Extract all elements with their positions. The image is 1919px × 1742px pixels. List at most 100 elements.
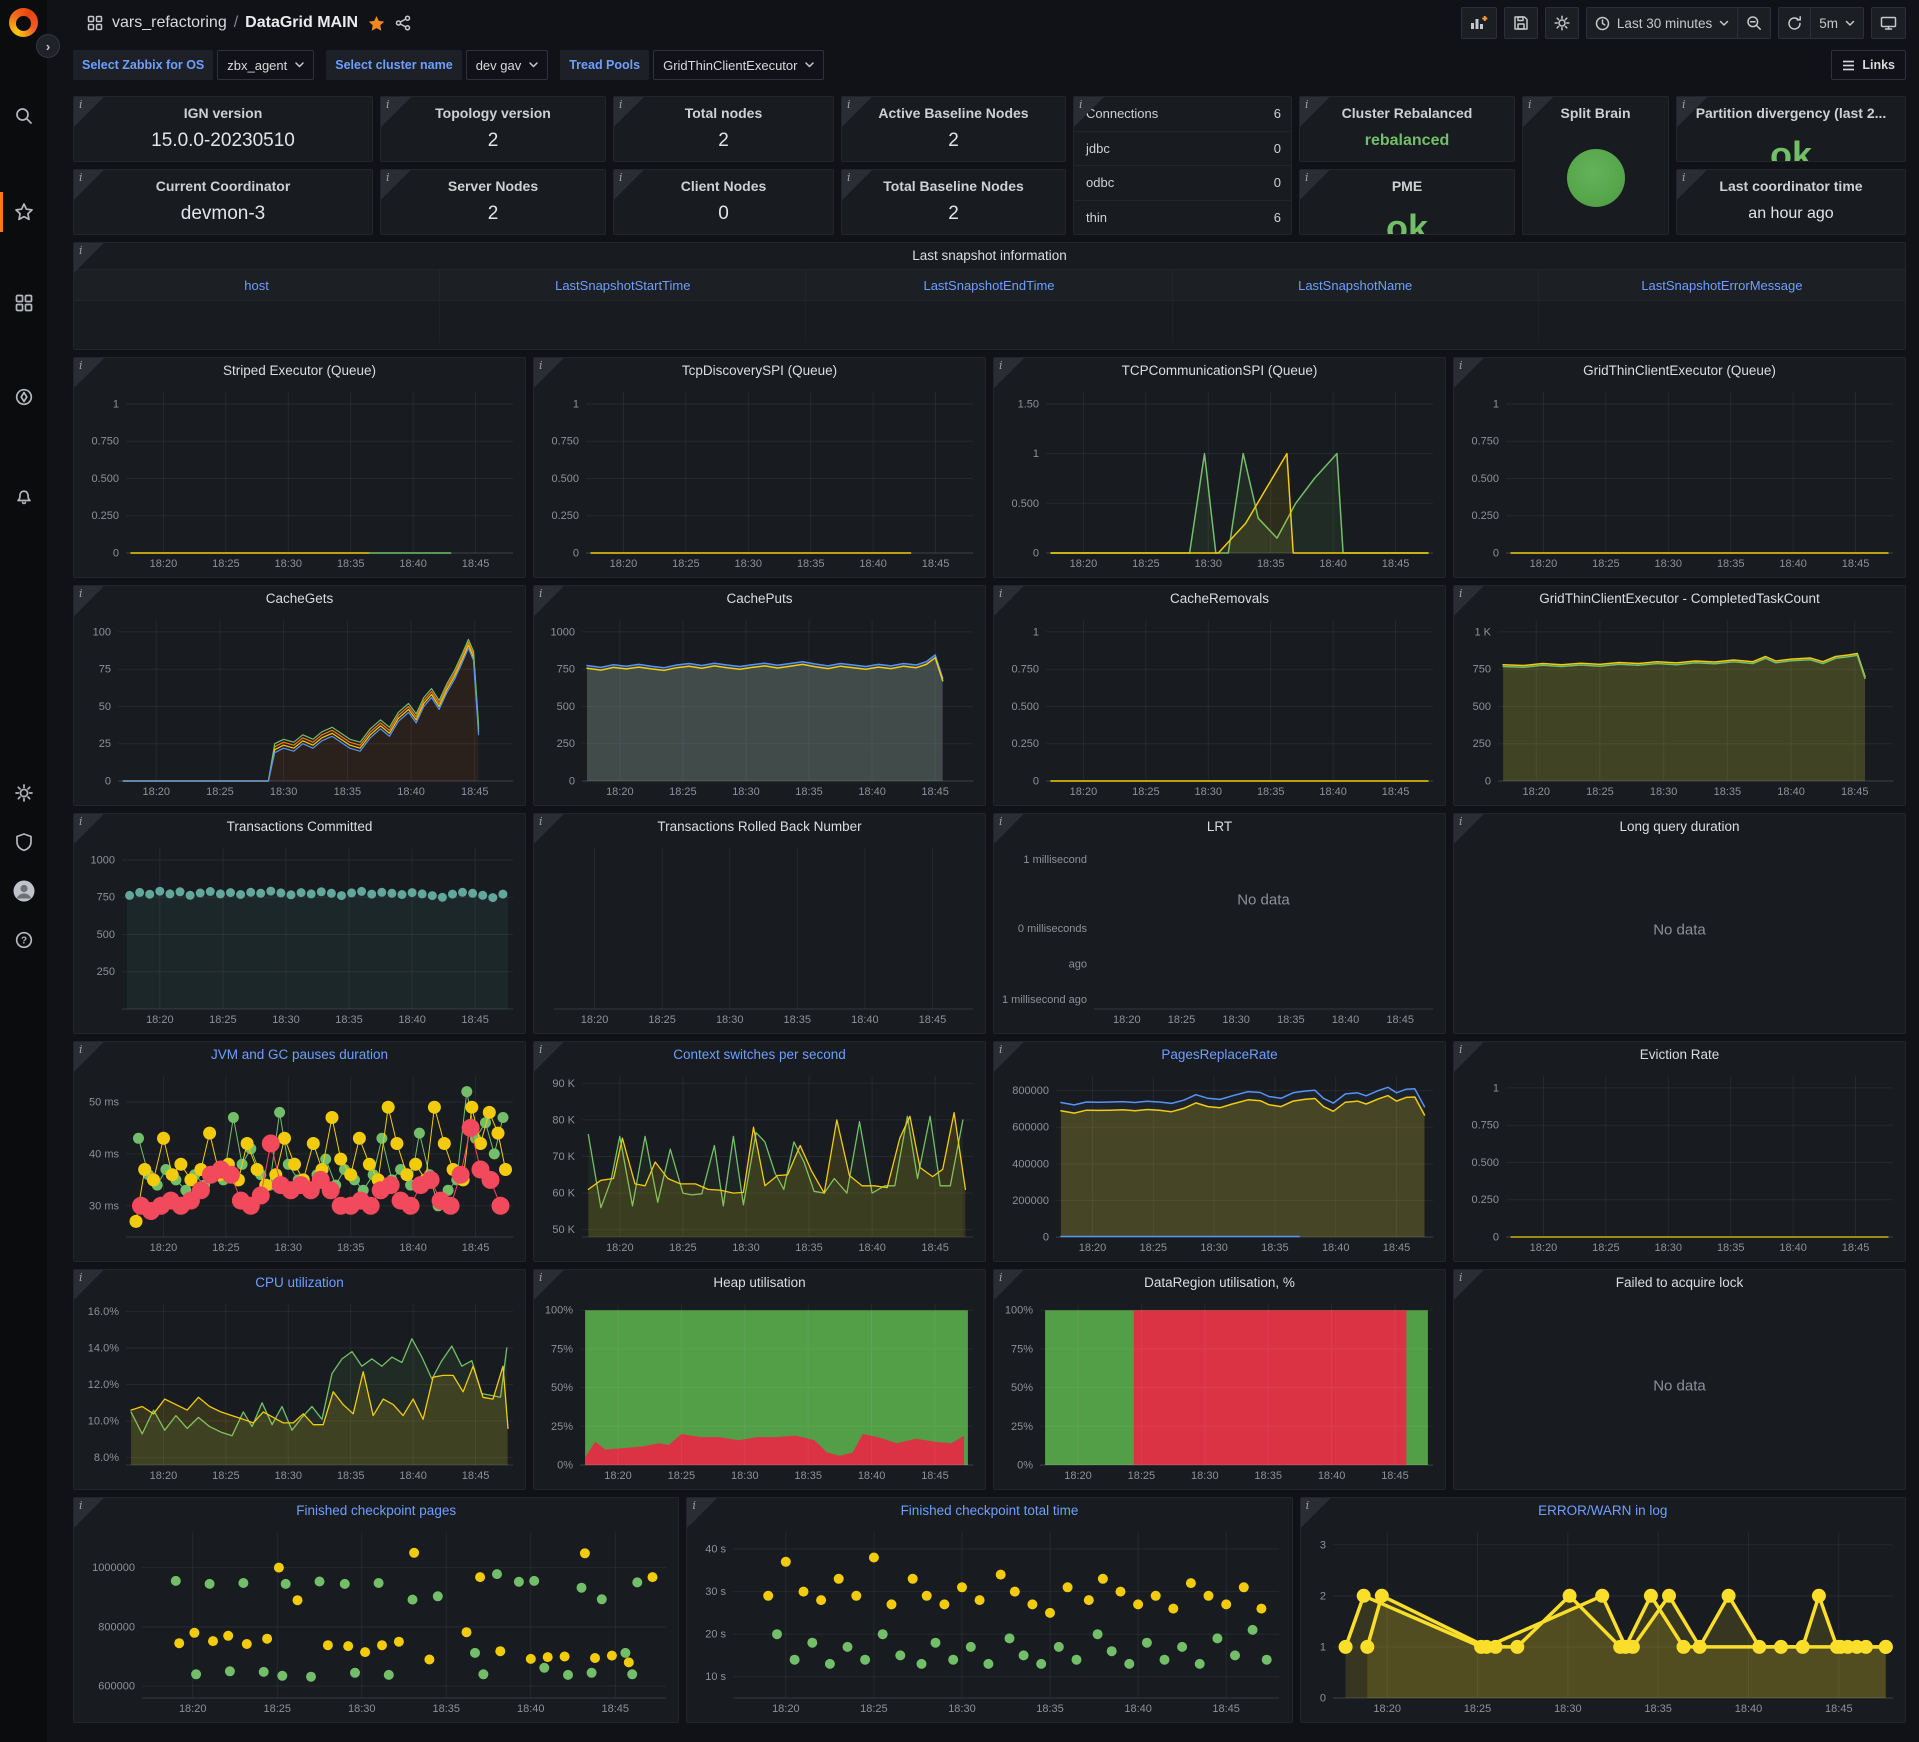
panel-title-pages-replace[interactable]: PagesReplaceRate: [1161, 1047, 1278, 1062]
panel-info-icon[interactable]: i: [1523, 97, 1553, 127]
panel-title-dataregion[interactable]: DataRegion utilisation, %: [1144, 1275, 1295, 1290]
panel-title-tx-committed[interactable]: Transactions Committed: [226, 819, 373, 834]
column-header[interactable]: LastSnapshotEndTime: [806, 270, 1173, 300]
panel-title-tcp-discovery[interactable]: TcpDiscoverySPI (Queue): [681, 363, 838, 378]
chart-cpu[interactable]: 16.0% 14.0% 12.0% 10.0% 8.0% 18:20 18:25 18:30 1…: [78, 1296, 519, 1485]
panel-info-icon[interactable]: i: [1300, 97, 1330, 127]
panel-info-icon[interactable]: i: [614, 97, 644, 127]
help-icon[interactable]: ?: [0, 920, 47, 960]
star-favorite-icon[interactable]: [368, 15, 385, 32]
panel-title-long-query[interactable]: Long query duration: [1619, 819, 1740, 834]
panel-title-eviction[interactable]: Eviction Rate: [1639, 1047, 1720, 1062]
expand-sidebar-button[interactable]: ›: [36, 34, 60, 58]
panel-title-heap[interactable]: Heap utilisation: [713, 1275, 806, 1290]
alerting-icon[interactable]: [0, 477, 47, 517]
panel-info-icon[interactable]: i: [74, 1270, 104, 1300]
chart-tx-committed[interactable]: 1000 750 500 250 18:20 18:25 18:30 18:35 18:40 18…: [78, 840, 519, 1029]
panel-title[interactable]: Last snapshot information: [912, 248, 1067, 263]
panel-title-lrt[interactable]: LRT: [1206, 819, 1233, 834]
panel-info-icon[interactable]: i: [994, 586, 1024, 616]
zoom-out-button[interactable]: [1738, 7, 1772, 39]
chart-pages-replace[interactable]: 800000 600000 400000 200000 0 18:20 18:25 18:30…: [998, 1068, 1439, 1257]
variable-value-dropdown[interactable]: zbx_agent: [217, 50, 315, 80]
avatar[interactable]: [0, 871, 47, 911]
panel-info-icon[interactable]: i: [842, 170, 872, 200]
panel-info-icon[interactable]: i: [994, 1270, 1024, 1300]
panel-title-gridthin-completed[interactable]: GridThinClientExecutor - CompletedTaskCo…: [1539, 591, 1820, 606]
panel-title-cache-puts[interactable]: CachePuts: [726, 591, 793, 606]
chart-gridthin-completed[interactable]: 1 K 750 500 250 0 18:20 18:25 18:30 18:35 18:40 18…: [1458, 612, 1899, 801]
panel-info-icon[interactable]: i: [74, 814, 104, 844]
panel-info-icon[interactable]: i: [381, 170, 411, 200]
panel-info-icon[interactable]: i: [534, 814, 564, 844]
panel-info-icon[interactable]: i: [1454, 814, 1484, 844]
breadcrumb-parent[interactable]: vars_refactoring: [112, 14, 227, 31]
dashboards-icon[interactable]: [0, 283, 47, 323]
panel-title-cp-time[interactable]: Finished checkpoint total time: [900, 1503, 1079, 1518]
panel-info-icon[interactable]: i: [534, 1270, 564, 1300]
dashboard-settings-button[interactable]: [1544, 7, 1579, 39]
chart-cp-pages[interactable]: 1000000 800000 600000 18:20 18:25 18:30 18:35 1…: [78, 1524, 672, 1718]
gear-icon[interactable]: [0, 773, 47, 813]
column-header[interactable]: LastSnapshotErrorMessage: [1641, 277, 1803, 293]
panel-info-icon[interactable]: i: [1454, 358, 1484, 388]
panel-info-icon[interactable]: i: [1677, 97, 1707, 127]
panel-info-icon[interactable]: i: [994, 1042, 1024, 1072]
variable-value-dropdown[interactable]: dev gav: [465, 50, 549, 80]
save-dashboard-button[interactable]: [1503, 7, 1538, 39]
panel-info-icon[interactable]: i: [1454, 1042, 1484, 1072]
refresh-interval-picker[interactable]: 5m: [1811, 7, 1864, 39]
shield-icon[interactable]: [0, 822, 47, 862]
dashboard-links-button[interactable]: Links: [1831, 50, 1906, 80]
panel-info-icon[interactable]: i: [1300, 170, 1330, 200]
panel-title-cp-pages[interactable]: Finished checkpoint pages: [296, 1503, 457, 1518]
panel-title-cache-removals[interactable]: CacheRemovals: [1169, 591, 1270, 606]
chart-striped-executor[interactable]: 1 0.750 0.500 0.250 0 18:20 18:25 18:30 18:35 18:…: [78, 384, 519, 573]
chart-cache-removals[interactable]: 1 0.750 0.500 0.250 0 18:20 18:25 18:30 18:35 18:…: [998, 612, 1439, 801]
chart-tcp-discovery[interactable]: 1 0.750 0.500 0.250 0 18:20 18:25 18:30 18:35 18:…: [538, 384, 979, 573]
panel-info-icon[interactable]: i: [74, 97, 104, 127]
panel-info-icon[interactable]: i: [74, 586, 104, 616]
refresh-button[interactable]: [1778, 7, 1812, 39]
panel-info-icon[interactable]: i: [534, 358, 564, 388]
column-header[interactable]: LastSnapshotStartTime: [440, 270, 807, 300]
breadcrumb-current[interactable]: DataGrid MAIN: [245, 14, 359, 31]
panel-title-failed-lock[interactable]: Failed to acquire lock: [1615, 1275, 1744, 1290]
chart-cache-gets[interactable]: 100 75 50 25 0 18:20 18:25 18:30 18:35 18:40 18:45: [78, 612, 519, 801]
star-icon[interactable]: [0, 192, 47, 232]
panel-title-jvm-gc[interactable]: JVM and GC pauses duration: [210, 1047, 389, 1062]
panel-info-icon[interactable]: i: [994, 358, 1024, 388]
panel-info-icon[interactable]: i: [1074, 97, 1104, 127]
column-header[interactable]: LastSnapshotName: [1173, 270, 1539, 300]
panel-info-icon[interactable]: i: [534, 586, 564, 616]
tv-mode-button[interactable]: [1871, 7, 1906, 39]
panel-info-icon[interactable]: i: [74, 243, 104, 273]
panel-info-icon[interactable]: i: [534, 1042, 564, 1072]
panel-title-cpu[interactable]: CPU utilization: [255, 1275, 344, 1290]
panel-info-icon[interactable]: i: [614, 170, 644, 200]
panel-info-icon[interactable]: i: [381, 97, 411, 127]
panel-title-tx-rolledback[interactable]: Transactions Rolled Back Number: [657, 819, 862, 834]
panel-info-icon[interactable]: i: [74, 1498, 104, 1528]
chart-tcp-communication[interactable]: 1.50 1 0.500 0 18:20 18:25 18:30 18:35 18:40 18:4…: [998, 384, 1439, 573]
chart-dataregion[interactable]: 100% 75% 50% 25% 0% 18:20 18:25 18:30 18:35 18:40…: [998, 1296, 1439, 1485]
chart-gridthin-queue[interactable]: 1 0.750 0.500 0.250 0 18:20 18:25 18:30 18:35 18:…: [1458, 384, 1899, 573]
chart-failed-lock[interactable]: No data: [1458, 1296, 1899, 1485]
panel-title-tcp-communication[interactable]: TCPCommunicationSPI (Queue): [1121, 363, 1318, 378]
panel-title-ctx-switches[interactable]: Context switches per second: [673, 1047, 846, 1062]
search-icon[interactable]: [0, 96, 47, 136]
grid-icon[interactable]: [87, 15, 103, 31]
panel-title-striped-executor[interactable]: Striped Executor (Queue): [222, 363, 377, 378]
chart-lrt[interactable]: No data 1 millisecond 0 milliseconds ago 1 m…: [998, 840, 1439, 1029]
chart-cp-time[interactable]: 40 s 30 s 20 s 10 s 18:20 18:25 18:30 18:35 18:4…: [691, 1524, 1285, 1718]
variable-value-dropdown[interactable]: GridThinClientExecutor: [653, 50, 825, 80]
panel-info-icon[interactable]: i: [74, 170, 104, 200]
chart-cache-puts[interactable]: 1000 750 500 250 0 18:20 18:25 18:30 18:35 18:40 1…: [538, 612, 979, 801]
panel-info-icon[interactable]: i: [1300, 1498, 1331, 1528]
panel-info-icon[interactable]: i: [994, 814, 1024, 844]
panel-info-icon[interactable]: i: [687, 1498, 718, 1528]
panel-info-icon[interactable]: i: [842, 97, 872, 127]
chart-eviction[interactable]: 1 0.750 0.500 0.250 0 18:20 18:25 18:30 18:35 18:…: [1458, 1068, 1899, 1257]
panel-title-gridthin-queue[interactable]: GridThinClientExecutor (Queue): [1583, 363, 1776, 378]
chart-heap[interactable]: 100% 75% 50% 25% 0% 18:20 18:25 18:30 18:35 18:40…: [538, 1296, 979, 1485]
